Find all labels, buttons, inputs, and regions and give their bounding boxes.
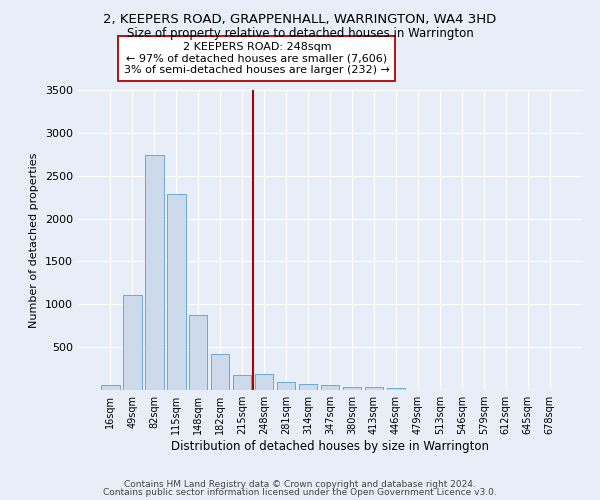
Text: 2, KEEPERS ROAD, GRAPPENHALL, WARRINGTON, WA4 3HD: 2, KEEPERS ROAD, GRAPPENHALL, WARRINGTON… — [103, 12, 497, 26]
Text: Contains public sector information licensed under the Open Government Licence v3: Contains public sector information licen… — [103, 488, 497, 497]
Bar — [255, 374, 274, 390]
Text: Contains HM Land Registry data © Crown copyright and database right 2024.: Contains HM Land Registry data © Crown c… — [124, 480, 476, 489]
Text: Size of property relative to detached houses in Warrington: Size of property relative to detached ho… — [127, 28, 473, 40]
Bar — [365, 388, 383, 390]
Bar — [145, 155, 164, 390]
Bar — [343, 386, 361, 390]
Bar — [101, 386, 119, 390]
Bar — [277, 382, 295, 390]
Bar — [320, 386, 340, 390]
Y-axis label: Number of detached properties: Number of detached properties — [29, 152, 40, 328]
Bar — [167, 194, 185, 390]
Bar — [233, 375, 251, 390]
Bar — [189, 315, 208, 390]
Bar — [123, 296, 142, 390]
Bar — [299, 384, 317, 390]
Bar — [211, 354, 229, 390]
Text: 2 KEEPERS ROAD: 248sqm
← 97% of detached houses are smaller (7,606)
3% of semi-d: 2 KEEPERS ROAD: 248sqm ← 97% of detached… — [124, 42, 390, 75]
Bar — [386, 388, 405, 390]
X-axis label: Distribution of detached houses by size in Warrington: Distribution of detached houses by size … — [171, 440, 489, 453]
